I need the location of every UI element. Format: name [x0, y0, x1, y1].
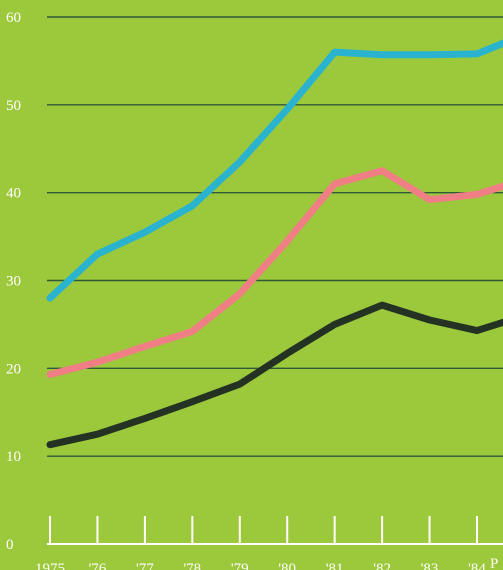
- y-tick-label: 60: [6, 10, 21, 26]
- x-tick-label: '79: [231, 561, 249, 570]
- x-tick-label: '76: [89, 561, 107, 570]
- y-tick-label: 20: [6, 361, 21, 377]
- x-tick-label: '83: [421, 561, 439, 570]
- x-tick-label: 1975: [35, 561, 65, 570]
- x-tick-label: '84: [468, 561, 486, 570]
- y-tick-labels: 0 10 20 30 40 50 60: [6, 10, 21, 553]
- x-tick-label: '82: [373, 561, 391, 570]
- x-axis: 1975 '76 '77 '78 '79 '80 '81 '82 '83 '84 P: [35, 516, 503, 570]
- x-tick-label: '78: [183, 561, 201, 570]
- y-tick-label: 40: [6, 186, 21, 202]
- y-tick-label: 10: [6, 449, 21, 465]
- gridlines: [47, 16, 503, 457]
- x-tick-label: P: [490, 556, 498, 570]
- y-tick-label: 0: [6, 537, 14, 553]
- y-tick-label: 30: [6, 274, 21, 290]
- x-tick-label: '81: [326, 561, 344, 570]
- series-lines: [46, 39, 503, 449]
- x-tick-label: '77: [136, 561, 154, 570]
- x-tick-label: '80: [278, 561, 296, 570]
- y-tick-label: 50: [6, 98, 21, 114]
